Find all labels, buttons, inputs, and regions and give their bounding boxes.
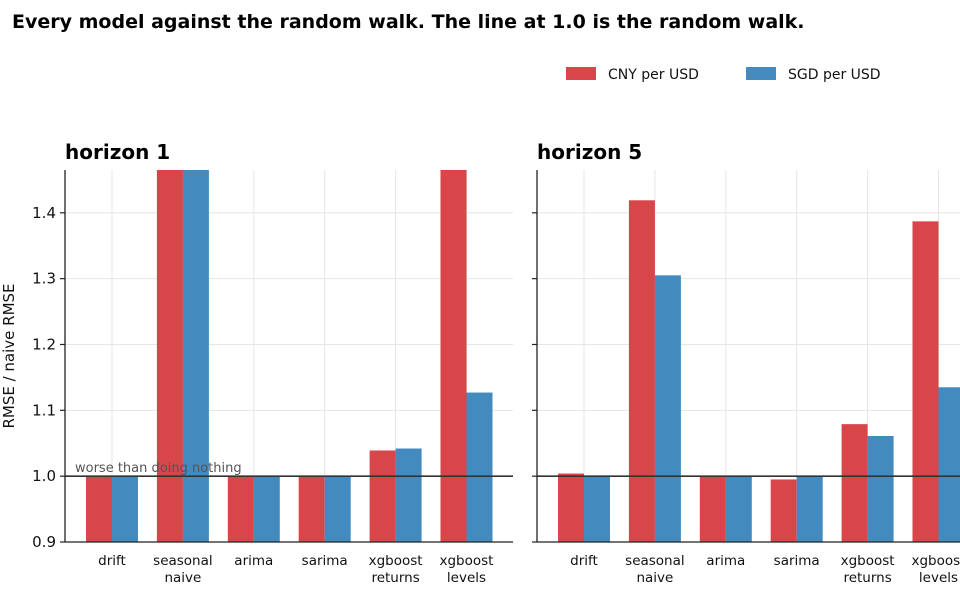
x-tick-label: sarima xyxy=(774,553,820,569)
legend-swatch-sgd xyxy=(746,67,776,80)
bar-cny xyxy=(157,170,183,542)
legend-label-cny: CNY per USD xyxy=(608,67,699,83)
y-tick-label: 1.2 xyxy=(32,335,56,353)
legend-label-sgd: SGD per USD xyxy=(788,67,881,83)
bar-cny xyxy=(842,424,868,542)
x-tick-label: drift xyxy=(570,553,598,569)
y-tick-label: 1.1 xyxy=(32,401,56,419)
bar-sgd xyxy=(325,476,351,542)
legend-swatch-cny xyxy=(566,67,596,80)
bar-cny xyxy=(299,476,325,542)
x-tick-label: arima xyxy=(706,553,745,569)
bar-sgd xyxy=(254,476,280,542)
bar-cny xyxy=(228,476,254,542)
bar-sgd xyxy=(396,449,422,542)
y-tick-label: 1.0 xyxy=(32,467,56,485)
y-tick-label: 1.4 xyxy=(32,204,56,222)
bar-cny xyxy=(629,200,655,542)
bar-cny xyxy=(86,476,112,542)
bar-sgd xyxy=(797,476,823,542)
bar-cny xyxy=(370,450,396,542)
panel-title: horizon 5 xyxy=(537,140,642,164)
bar-sgd xyxy=(726,476,752,542)
bar-sgd xyxy=(112,476,138,542)
bar-cny xyxy=(771,479,797,542)
bar-sgd xyxy=(939,387,960,542)
reference-line-label: worse than doing nothing xyxy=(75,461,242,476)
bar-sgd xyxy=(467,393,493,542)
y-tick-label: 0.9 xyxy=(32,533,56,551)
legend: CNY per USD SGD per USD xyxy=(566,67,881,83)
bar-sgd xyxy=(868,436,894,542)
bar-cny xyxy=(700,476,726,542)
figure-title: Every model against the random walk. The… xyxy=(12,11,805,33)
y-tick-label: 1.3 xyxy=(32,270,56,288)
bar-cny xyxy=(913,221,939,542)
x-tick-label: sarima xyxy=(302,553,348,569)
panel-title: horizon 1 xyxy=(65,140,170,164)
bar-cny xyxy=(558,474,584,542)
panel-horizon-1: horizon 1 worse than doing nothing 0.9 1.0 1… xyxy=(32,140,513,586)
bar-sgd xyxy=(655,275,681,542)
x-tick-label: arima xyxy=(234,553,273,569)
bar-cny xyxy=(441,170,467,542)
x-tick-label: drift xyxy=(98,553,126,569)
y-axis-label: RMSE / naive RMSE xyxy=(0,283,18,428)
bar-sgd xyxy=(584,476,610,542)
bar-sgd xyxy=(183,170,209,542)
